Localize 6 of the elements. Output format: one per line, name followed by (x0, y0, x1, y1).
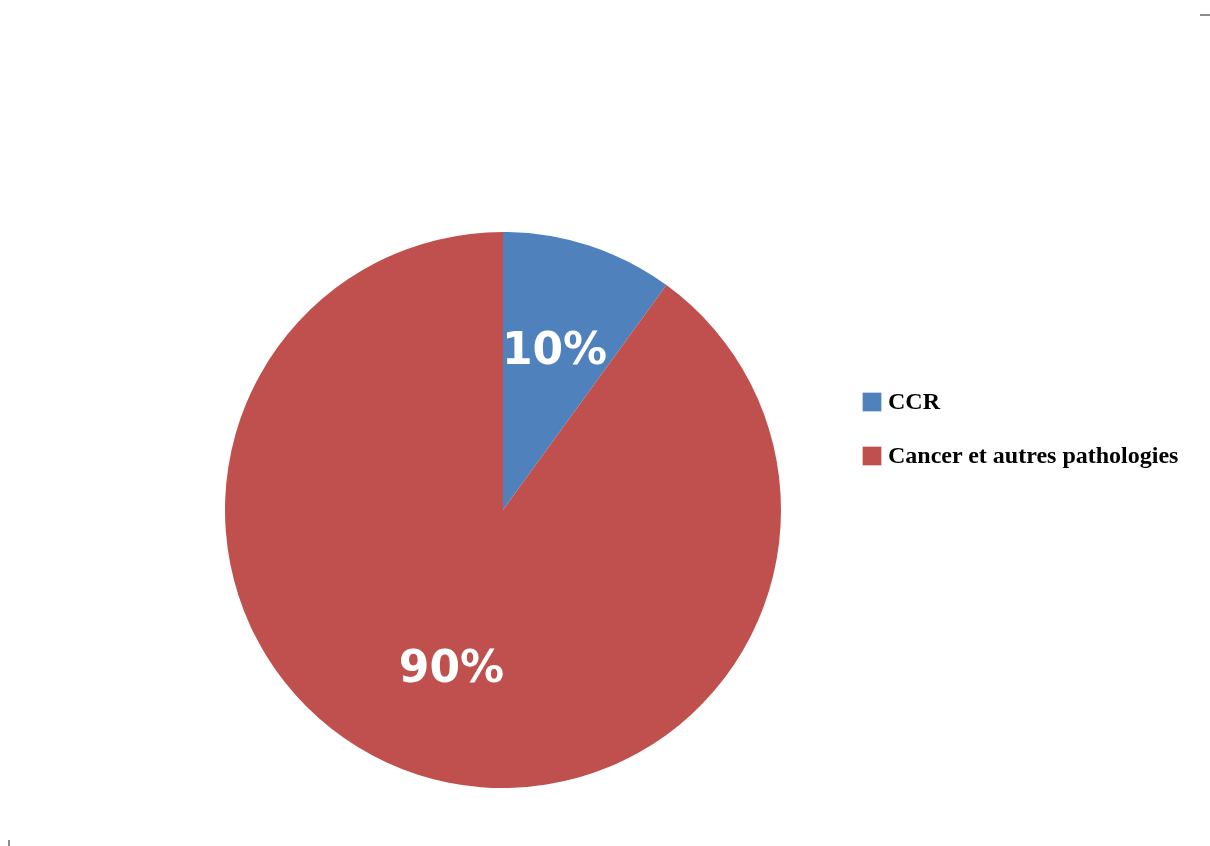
legend-label: CCR (888, 388, 941, 414)
data-label: 90% (398, 640, 505, 692)
pie-slice (225, 232, 781, 788)
legend-label: Cancer et autres pathologies (888, 442, 1179, 468)
pie-slice (503, 232, 667, 510)
data-label: 10% (501, 323, 608, 375)
